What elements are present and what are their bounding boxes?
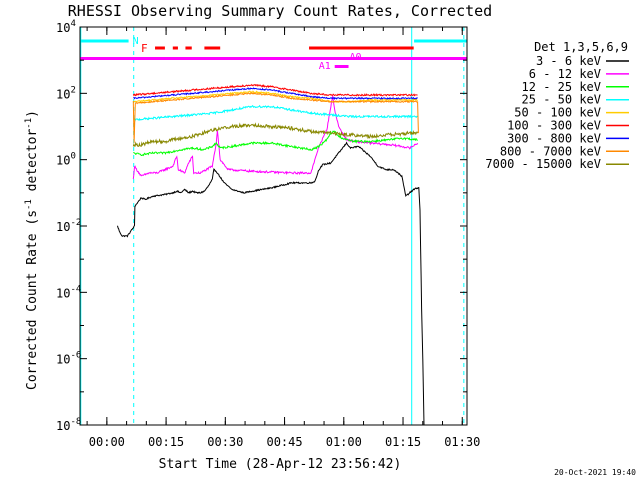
x-tick-label: 01:00 [326, 435, 362, 449]
x-tick-label: 00:30 [207, 435, 243, 449]
night-label: N [133, 36, 139, 47]
series-line [133, 130, 418, 157]
series-line [132, 95, 419, 180]
x-axis-label: Start Time (28-Apr-12 23:56:42) [159, 457, 402, 472]
y-tick-label: 102 [56, 85, 76, 101]
chart-title: RHESSI Observing Summary Count Rates, Co… [68, 2, 492, 20]
y-tick-label: 104 [56, 19, 76, 35]
series-line [117, 141, 425, 426]
timestamp: 20-Oct-2021 19:40 [554, 468, 636, 477]
x-tick-label: 00:45 [266, 435, 302, 449]
x-tick-label: 00:00 [89, 435, 125, 449]
y-tick-label: 10-4 [56, 284, 81, 300]
y-tick-label: 100 [56, 152, 76, 168]
y-tick-label: 10-8 [56, 417, 81, 433]
series-lines [117, 83, 425, 426]
legend-entry-label: 3 - 6 keV [536, 54, 601, 68]
y-axis-label: Corrected Count Rate (s-1 detector-1) [24, 110, 40, 390]
y-tick-label: 10-2 [56, 218, 81, 234]
flare-label: F [141, 42, 148, 55]
legend-header: Det 1,3,5,6,9 [534, 40, 628, 54]
legend-entry-label: 25 - 50 keV [522, 93, 601, 107]
x-tick-label: 00:15 [148, 435, 184, 449]
attenuator-a0-label: A0 [350, 52, 362, 63]
annotations: NF A0 A1 [80, 27, 467, 425]
legend-entry-label: 300 - 800 keV [507, 131, 601, 145]
legend-entry-label: 12 - 25 keV [522, 80, 601, 94]
attenuator-a1-label: A1 [319, 61, 331, 72]
legend-entry-label: 800 - 7000 keV [500, 144, 601, 158]
legend-entry-label: 100 - 300 keV [507, 119, 601, 133]
y-tick-label: 10-6 [56, 351, 81, 367]
x-tick-label: 01:30 [444, 435, 480, 449]
series-line [133, 87, 418, 101]
axes: 104 102 100 10-2 10-4 10-6 10-8 00:00 00:15 00:30… [56, 19, 480, 449]
series-line [132, 122, 419, 147]
series-line [133, 104, 418, 122]
x-tick-label: 01:15 [385, 435, 421, 449]
legend-entry-label: 6 - 12 keV [529, 67, 601, 81]
legend-entry-label: 7000 - 15000 keV [485, 157, 601, 171]
series-line [132, 90, 418, 103]
series-line [132, 91, 419, 143]
legend-entry-label: 50 - 100 keV [514, 106, 601, 120]
series-line [132, 83, 418, 97]
